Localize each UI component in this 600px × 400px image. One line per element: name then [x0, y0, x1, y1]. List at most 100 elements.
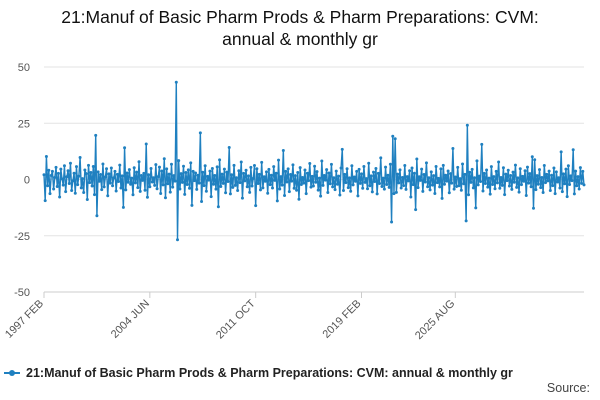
- data-point[interactable]: [162, 157, 166, 161]
- data-point[interactable]: [58, 195, 62, 199]
- data-point[interactable]: [372, 170, 376, 174]
- data-point[interactable]: [123, 146, 127, 150]
- data-point[interactable]: [196, 173, 200, 177]
- data-point[interactable]: [313, 164, 317, 168]
- data-point[interactable]: [95, 214, 99, 218]
- data-point[interactable]: [547, 169, 551, 173]
- data-point[interactable]: [477, 174, 481, 178]
- data-point[interactable]: [405, 175, 409, 179]
- data-point[interactable]: [234, 176, 238, 180]
- data-point[interactable]: [231, 185, 235, 189]
- data-point[interactable]: [577, 187, 581, 191]
- data-point[interactable]: [393, 137, 397, 141]
- data-point[interactable]: [494, 169, 498, 173]
- data-point[interactable]: [148, 185, 152, 189]
- data-point[interactable]: [436, 176, 440, 180]
- data-point[interactable]: [546, 179, 550, 183]
- data-point[interactable]: [141, 178, 145, 182]
- data-point[interactable]: [339, 166, 343, 170]
- data-point[interactable]: [115, 172, 119, 176]
- data-point[interactable]: [458, 177, 462, 181]
- data-point[interactable]: [382, 187, 386, 191]
- data-point[interactable]: [559, 150, 563, 154]
- data-point[interactable]: [483, 182, 487, 186]
- data-point[interactable]: [512, 180, 516, 184]
- data-point[interactable]: [528, 172, 532, 176]
- data-point[interactable]: [525, 165, 529, 169]
- data-point[interactable]: [136, 186, 140, 190]
- data-point[interactable]: [503, 193, 507, 197]
- data-point[interactable]: [314, 180, 318, 184]
- data-point[interactable]: [194, 171, 198, 175]
- data-point[interactable]: [507, 184, 511, 188]
- data-point[interactable]: [569, 174, 573, 178]
- data-point[interactable]: [221, 181, 225, 185]
- data-point[interactable]: [420, 167, 424, 171]
- data-point[interactable]: [409, 195, 413, 199]
- data-point[interactable]: [536, 182, 540, 186]
- data-point[interactable]: [558, 186, 562, 190]
- data-point[interactable]: [471, 186, 475, 190]
- data-point[interactable]: [570, 179, 574, 183]
- data-point[interactable]: [415, 157, 419, 161]
- data-point[interactable]: [375, 192, 379, 196]
- data-point[interactable]: [283, 193, 287, 197]
- data-point[interactable]: [414, 208, 418, 212]
- data-point[interactable]: [400, 175, 404, 179]
- data-point[interactable]: [321, 183, 325, 187]
- data-point[interactable]: [240, 196, 244, 200]
- data-point[interactable]: [166, 182, 170, 186]
- data-point[interactable]: [343, 172, 347, 176]
- data-point[interactable]: [476, 183, 480, 187]
- data-point[interactable]: [114, 189, 118, 193]
- data-point[interactable]: [44, 155, 48, 159]
- data-point[interactable]: [429, 170, 433, 174]
- data-point[interactable]: [473, 176, 477, 180]
- data-point[interactable]: [515, 185, 519, 189]
- data-point[interactable]: [447, 191, 451, 195]
- data-point[interactable]: [376, 171, 380, 175]
- data-point[interactable]: [82, 191, 86, 195]
- data-point[interactable]: [50, 169, 54, 173]
- data-point[interactable]: [571, 148, 575, 152]
- data-point[interactable]: [453, 175, 457, 179]
- data-point[interactable]: [129, 182, 133, 186]
- data-point[interactable]: [245, 185, 249, 189]
- data-point[interactable]: [130, 176, 134, 180]
- data-point[interactable]: [327, 171, 331, 175]
- data-point[interactable]: [463, 172, 467, 176]
- data-point[interactable]: [398, 168, 402, 172]
- data-point[interactable]: [208, 169, 212, 173]
- data-point[interactable]: [310, 174, 314, 178]
- data-point[interactable]: [174, 80, 178, 84]
- data-point[interactable]: [124, 188, 128, 192]
- data-point[interactable]: [207, 178, 211, 182]
- data-point[interactable]: [249, 165, 253, 169]
- data-point[interactable]: [384, 165, 388, 169]
- data-point[interactable]: [568, 182, 572, 186]
- data-point[interactable]: [264, 170, 268, 174]
- data-point[interactable]: [183, 192, 187, 196]
- data-point[interactable]: [550, 173, 554, 177]
- data-point[interactable]: [176, 238, 179, 242]
- data-point[interactable]: [445, 179, 449, 183]
- data-point[interactable]: [385, 182, 389, 186]
- data-point[interactable]: [307, 179, 311, 183]
- data-point[interactable]: [222, 167, 226, 171]
- data-point[interactable]: [147, 173, 151, 177]
- data-point[interactable]: [105, 167, 109, 171]
- data-point[interactable]: [262, 175, 266, 179]
- data-point[interactable]: [159, 191, 163, 195]
- data-point[interactable]: [357, 167, 361, 171]
- data-point[interactable]: [168, 190, 172, 194]
- data-point[interactable]: [410, 166, 414, 170]
- data-point[interactable]: [465, 123, 469, 127]
- data-point[interactable]: [132, 166, 136, 170]
- data-point[interactable]: [295, 188, 299, 192]
- data-point[interactable]: [109, 166, 113, 170]
- data-point[interactable]: [560, 190, 564, 194]
- data-point[interactable]: [434, 164, 438, 168]
- data-point[interactable]: [364, 177, 368, 181]
- data-point[interactable]: [190, 203, 194, 207]
- data-point[interactable]: [387, 185, 391, 189]
